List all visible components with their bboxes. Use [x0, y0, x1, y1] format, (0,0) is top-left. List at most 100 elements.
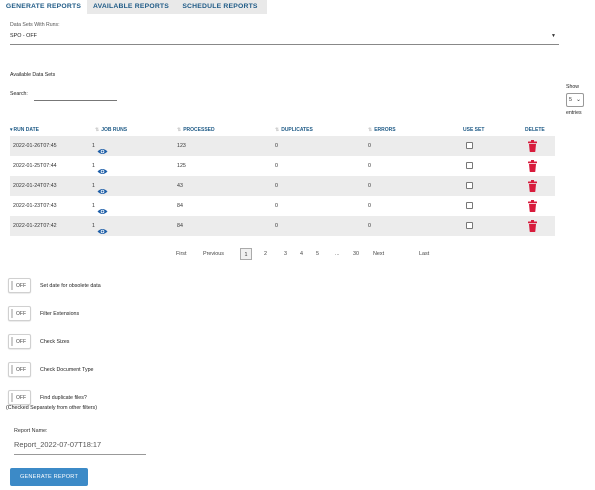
trash-icon[interactable] [528, 139, 537, 157]
use-set-checkbox[interactable] [466, 202, 473, 209]
col-header-processed[interactable]: ⇅ PROCESSED [177, 127, 215, 133]
pagination-first[interactable]: First [176, 251, 187, 257]
eye-icon[interactable] [97, 182, 108, 200]
trash-icon[interactable] [528, 179, 537, 197]
duplicates-cell: 0 [275, 163, 278, 169]
generate-report-button[interactable]: GENERATE REPORT [10, 468, 88, 486]
toggle-handle [11, 281, 13, 290]
sort-icon: ⇅ [95, 127, 100, 133]
col-header-duplicates[interactable]: ⇅ DUPLICATES [275, 127, 313, 133]
toggle-check-sizes-label: Check Sizes [40, 339, 70, 345]
pagination-page[interactable]: 30 [353, 251, 359, 257]
trash-icon[interactable] [528, 159, 537, 177]
pagination-previous[interactable]: Previous [203, 251, 224, 257]
toggle-state: OFF [16, 311, 26, 317]
run-date-cell: 2022-01-25T07:44 [13, 163, 57, 169]
table-row: 2022-01-22T07:42 1 84 0 0 [10, 216, 555, 236]
chevron-down-icon: ⌄ [575, 97, 581, 103]
col-header-job-runs[interactable]: ⇅ JOB RUNS [95, 127, 128, 133]
toggle-handle [11, 309, 13, 318]
pagination-page[interactable]: 4 [300, 251, 303, 257]
duplicates-cell: 0 [275, 203, 278, 209]
toggle-find-duplicates[interactable]: OFF [8, 390, 31, 405]
job-runs-cell: 1 [92, 223, 95, 229]
processed-cell: 125 [177, 163, 186, 169]
errors-cell: 0 [368, 183, 371, 189]
job-runs-cell: 1 [92, 183, 95, 189]
pagination-page[interactable]: 3 [284, 251, 287, 257]
toggle-state: OFF [16, 283, 26, 289]
toggle-check-document-type-label: Check Document Type [40, 367, 94, 373]
duplicates-cell: 0 [275, 223, 278, 229]
table-row: 2022-01-23T07:43 1 84 0 0 [10, 196, 555, 216]
duplicates-cell: 0 [275, 183, 278, 189]
toggle-filter-extensions[interactable]: OFF [8, 306, 31, 321]
toggle-state: OFF [16, 367, 26, 373]
processed-cell: 123 [177, 143, 186, 149]
errors-cell: 0 [368, 163, 371, 169]
use-set-checkbox[interactable] [466, 222, 473, 229]
pagination-ellipsis: ... [335, 251, 340, 257]
duplicates-cell: 0 [275, 143, 278, 149]
report-name-input[interactable]: Report_2022-07-07T18:17 [14, 440, 102, 449]
entries-select[interactable]: 5 ⌄ [566, 93, 584, 107]
errors-cell: 0 [368, 223, 371, 229]
available-datasets-heading: Available Data Sets [10, 72, 56, 78]
use-set-checkbox[interactable] [466, 142, 473, 149]
search-input[interactable] [34, 90, 117, 100]
pagination-next[interactable]: Next [373, 251, 385, 257]
entries-label: entries [566, 110, 582, 116]
pagination-current-page[interactable]: 1 [240, 248, 252, 260]
toggle-check-document-type[interactable]: OFF [8, 362, 31, 377]
toggle-find-duplicates-label: Find duplicate files? [40, 395, 87, 401]
report-name-label: Report Name: [14, 428, 48, 434]
eye-icon[interactable] [97, 142, 108, 160]
search-label: Search: [10, 91, 28, 97]
eye-icon[interactable] [97, 162, 108, 180]
tab-schedule-reports[interactable]: SCHEDULE REPORTS [182, 3, 258, 10]
show-label: Show [566, 84, 579, 90]
col-header-delete: DELETE [525, 127, 545, 133]
trash-icon[interactable] [528, 199, 537, 217]
processed-cell: 84 [177, 223, 183, 229]
toggle-handle [11, 365, 13, 374]
col-header-errors[interactable]: ⇅ ERRORS [368, 127, 396, 133]
run-date-cell: 2022-01-26T07:45 [13, 143, 57, 149]
toggle-check-sizes[interactable]: OFF [8, 334, 31, 349]
run-date-cell: 2022-01-22T07:42 [13, 223, 57, 229]
errors-cell: 0 [368, 203, 371, 209]
eye-icon[interactable] [97, 202, 108, 220]
pagination-page[interactable]: 2 [264, 251, 267, 257]
sort-icon: ⇅ [368, 127, 373, 133]
entries-select-value: 5 [569, 97, 572, 103]
datasets-label: Data Sets With Runs: [10, 22, 60, 28]
tab-bar: GENERATE REPORTS AVAILABLE REPORTS SCHED… [0, 0, 267, 14]
chevron-down-icon[interactable]: ▼ [551, 33, 556, 39]
search-input-underline [34, 100, 117, 101]
toggle-state: OFF [16, 339, 26, 345]
toggle-filter-extensions-label: Filter Extensions [40, 311, 80, 317]
datasets-select-underline [10, 44, 559, 45]
job-runs-cell: 1 [92, 203, 95, 209]
processed-cell: 84 [177, 203, 183, 209]
datasets-select-value[interactable]: SPO - OFF [10, 33, 37, 39]
pagination-last[interactable]: Last [419, 251, 430, 257]
pagination-page[interactable]: 5 [316, 251, 319, 257]
table-row: 2022-01-25T07:44 1 125 0 0 [10, 156, 555, 176]
toggle-obsolete-date-label: Set date for obsolete data [40, 283, 101, 289]
toggle-handle [11, 393, 13, 402]
col-header-run-date[interactable]: ▾RUN DATE [10, 127, 39, 133]
report-name-underline [14, 454, 146, 455]
tab-generate-reports[interactable]: GENERATE REPORTS [0, 0, 87, 14]
tab-available-reports[interactable]: AVAILABLE REPORTS [92, 3, 170, 10]
job-runs-cell: 1 [92, 143, 95, 149]
use-set-checkbox[interactable] [466, 182, 473, 189]
run-date-cell: 2022-01-23T07:43 [13, 203, 57, 209]
toggle-obsolete-date[interactable]: OFF [8, 278, 31, 293]
sort-desc-icon: ▾ [10, 127, 13, 133]
duplicate-note: (Checked Separately from other filters) [6, 405, 97, 411]
sort-icon: ⇅ [275, 127, 280, 133]
use-set-checkbox[interactable] [466, 162, 473, 169]
eye-icon[interactable] [97, 222, 108, 240]
trash-icon[interactable] [528, 219, 537, 237]
